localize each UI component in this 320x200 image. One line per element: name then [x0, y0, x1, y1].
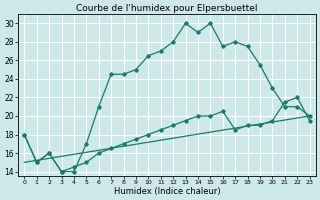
- Title: Courbe de l'humidex pour Elpersbuettel: Courbe de l'humidex pour Elpersbuettel: [76, 4, 258, 13]
- X-axis label: Humidex (Indice chaleur): Humidex (Indice chaleur): [114, 187, 220, 196]
